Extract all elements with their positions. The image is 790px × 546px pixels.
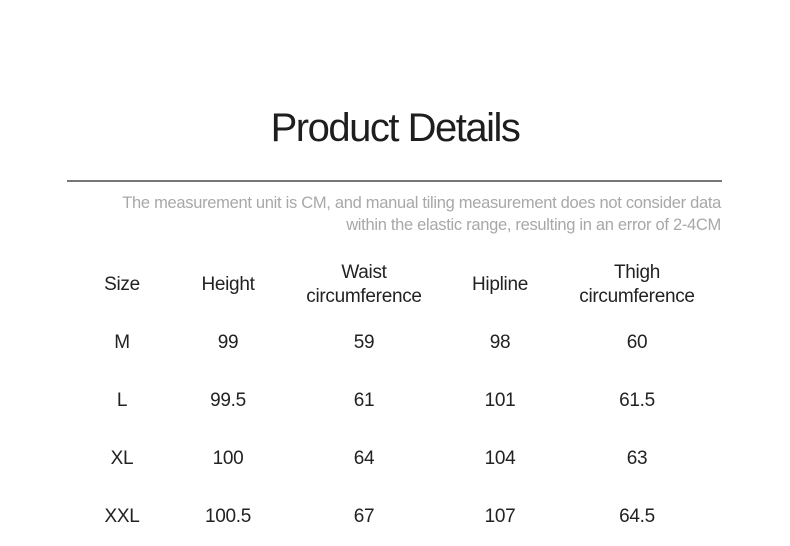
table-cell: 64.5 [619,506,655,527]
table-cell: 61 [353,390,375,411]
page-title: Product Details [270,106,521,150]
table-cell: 100 [212,448,244,469]
table-cell: M [114,332,130,353]
table-cell: XL [110,448,134,469]
divider [67,180,722,182]
header-cell: Height [201,274,255,295]
table-cell: 67 [353,506,375,527]
table-row: XXL 100.5 67 107 64.5 [82,488,708,546]
table-cell: L [116,390,128,411]
table-cell: 60 [626,332,648,353]
table-cell: 59 [353,332,375,353]
header-cell: Size [104,274,140,295]
header-cell: Thigh circumference [579,262,695,307]
header-cell: Waist circumference [306,262,422,307]
table-header: Size Height Waist circumference Hipline … [82,256,708,314]
table-cell: 100.5 [204,506,252,527]
table-cell: 99.5 [210,390,246,411]
table-row: L 99.5 61 101 61.5 [82,372,708,430]
size-table: Size Height Waist circumference Hipline … [82,256,708,546]
table-cell: 99 [217,332,239,353]
measurement-note: The measurement unit is CM, and manual t… [122,194,721,234]
header-cell: Hipline [472,274,528,295]
table-cell: 63 [626,448,648,469]
table-cell: 107 [484,506,516,527]
table-cell: XXL [104,506,140,527]
table-row: XL 100 64 104 63 [82,430,708,488]
table-cell: 98 [489,332,511,353]
table-row: M 99 59 98 60 [82,314,708,372]
table-cell: 61.5 [619,390,655,411]
table-cell: 104 [484,448,516,469]
table-cell: 64 [353,448,375,469]
table-cell: 101 [484,390,516,411]
